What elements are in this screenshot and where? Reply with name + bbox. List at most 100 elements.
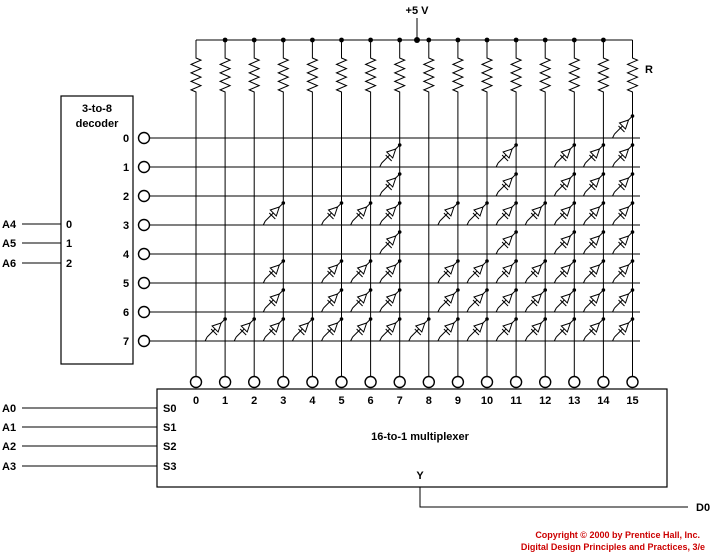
diode-bar (559, 183, 567, 191)
diode-junction-dot (339, 201, 344, 205)
diode-bar (385, 270, 393, 278)
diode-body (531, 322, 542, 333)
diode-body (385, 206, 397, 217)
mux-input-bubble (189, 375, 203, 389)
mux-input-bubble (597, 375, 610, 389)
diode-lead (495, 249, 499, 255)
diode-body (385, 322, 397, 333)
mux-select-pin: S0 (163, 403, 176, 415)
diode-body (560, 177, 572, 188)
diode-body (443, 206, 455, 217)
diode-bar (443, 270, 451, 278)
diode-lead (379, 278, 383, 284)
diode-lead (321, 278, 324, 284)
diode-lead (379, 336, 383, 342)
diode-bar (327, 270, 334, 278)
diode (437, 288, 460, 313)
mux-input-label: 7 (397, 395, 403, 407)
diode-body (211, 322, 222, 333)
diode-bar (298, 328, 305, 336)
diode-lead (204, 336, 208, 342)
pullup-resistor (364, 40, 377, 98)
multiplexer-box (156, 388, 668, 488)
diode-bar (618, 328, 625, 336)
diode-body (443, 322, 455, 333)
diode-lead (262, 220, 266, 226)
mux-select-signal: A3 (2, 461, 16, 473)
mux-input-bubble (393, 375, 406, 389)
diode-bar (501, 183, 509, 191)
diode-lead (582, 220, 586, 226)
diode-junction-dot (456, 259, 460, 263)
pullup-resistor (451, 40, 465, 98)
diode-bar (501, 154, 509, 162)
diode-body (269, 264, 281, 275)
diode-body (531, 293, 542, 304)
diode-body (618, 148, 630, 159)
mux-input-bubble (568, 375, 581, 389)
diode-junction-dot (572, 143, 577, 147)
diode-body (502, 235, 513, 246)
diode-lead (553, 307, 557, 313)
diode-junction-dot (514, 259, 518, 263)
diode-bar (356, 212, 363, 220)
diode-body (618, 206, 630, 217)
diode-junction-dot (281, 317, 286, 321)
diode-bar (385, 154, 393, 162)
diode-bar (268, 270, 276, 278)
diode-lead (612, 162, 615, 168)
diode (553, 230, 577, 255)
diode (350, 288, 373, 313)
diode (495, 317, 518, 342)
diode-junction-dot (252, 317, 256, 321)
diode (321, 317, 344, 342)
diode-bar (618, 299, 625, 307)
diode (524, 317, 547, 342)
diode-junction-dot (456, 288, 460, 292)
mux-input-bubble (480, 375, 494, 389)
diode-bar (589, 328, 596, 336)
diode-body (589, 293, 601, 304)
diode (233, 317, 256, 342)
diode-lead (437, 278, 441, 284)
mux-input-label: 14 (597, 395, 610, 407)
diode-lead (553, 278, 557, 284)
diode (582, 172, 606, 197)
diode (437, 259, 460, 284)
diode-bar (589, 299, 596, 307)
diode-bar (501, 299, 509, 307)
diode-junction-dot (427, 317, 431, 321)
diode-body (589, 264, 601, 275)
diode (495, 143, 518, 168)
diode-lead (495, 278, 499, 284)
pullup-resistor (480, 40, 494, 98)
decoder-output-bubble (137, 276, 151, 290)
diode-body (385, 235, 397, 246)
diode-bar (559, 241, 567, 249)
diode-bar (530, 299, 538, 307)
diode-body (327, 322, 339, 333)
diode (553, 172, 577, 197)
diode-lead (350, 307, 354, 313)
diode (379, 201, 402, 226)
supply-rail (196, 18, 633, 43)
mux-select-signal: A1 (2, 422, 16, 434)
decoder-output-label: 7 (123, 336, 129, 348)
mux-input-label: 5 (338, 395, 344, 407)
diode-lead (582, 278, 586, 284)
diode-body (269, 293, 281, 304)
mux-select-signal: A0 (2, 403, 16, 415)
diode (321, 201, 344, 226)
diode-bar (327, 299, 334, 307)
diode (582, 317, 606, 342)
diode-junction-dot (397, 317, 402, 321)
diode-lead (495, 336, 499, 342)
mux-output-wire (419, 487, 688, 508)
resistor-label: R (645, 64, 653, 76)
diode-junction-dot (572, 259, 577, 263)
multiplexer-inputs: 0 1 2 3 4 5 6 7 8 9 10 11 12 13 14 15 (189, 375, 639, 407)
diode-lead (466, 278, 470, 284)
diode-body (502, 293, 513, 304)
diode-lead (495, 162, 499, 168)
diode (612, 172, 635, 197)
